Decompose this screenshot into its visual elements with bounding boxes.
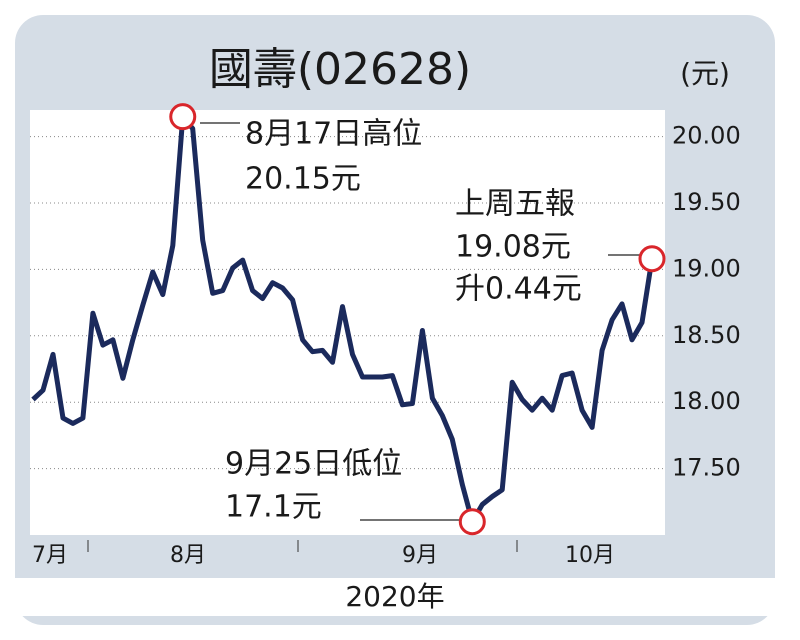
annotation: 升0.44元 [455, 272, 582, 307]
unit-label: (元) [680, 57, 730, 90]
point-marker [638, 245, 666, 273]
x-title: 2020年 [345, 580, 444, 613]
annotation: 20.15元 [245, 162, 361, 197]
y-tick-label: 20.00 [672, 122, 741, 150]
annotation: 17.1元 [225, 490, 322, 525]
y-tick-label: 18.00 [672, 387, 741, 415]
y-tick-label: 17.50 [672, 454, 741, 482]
x-tick-label: 10月 [565, 543, 615, 568]
point-marker [458, 508, 486, 536]
x-tick-label: 9月 [402, 543, 438, 568]
x-tick-label: 8月 [170, 543, 206, 568]
annotation: 8月17日高位 [245, 117, 422, 152]
annotation: 上周五報 [455, 187, 575, 222]
point-marker [169, 103, 197, 131]
chart-title: 國壽(02628) [209, 44, 471, 95]
annotation: 9月25日低位 [225, 447, 402, 482]
annotation: 19.08元 [455, 230, 571, 265]
year-band [15, 578, 775, 616]
y-tick-label: 18.50 [672, 321, 741, 349]
y-tick-label: 19.50 [672, 188, 741, 216]
price-line [31, 114, 655, 525]
x-tick-label: 7月 [32, 543, 68, 568]
y-tick-label: 19.00 [672, 254, 741, 282]
